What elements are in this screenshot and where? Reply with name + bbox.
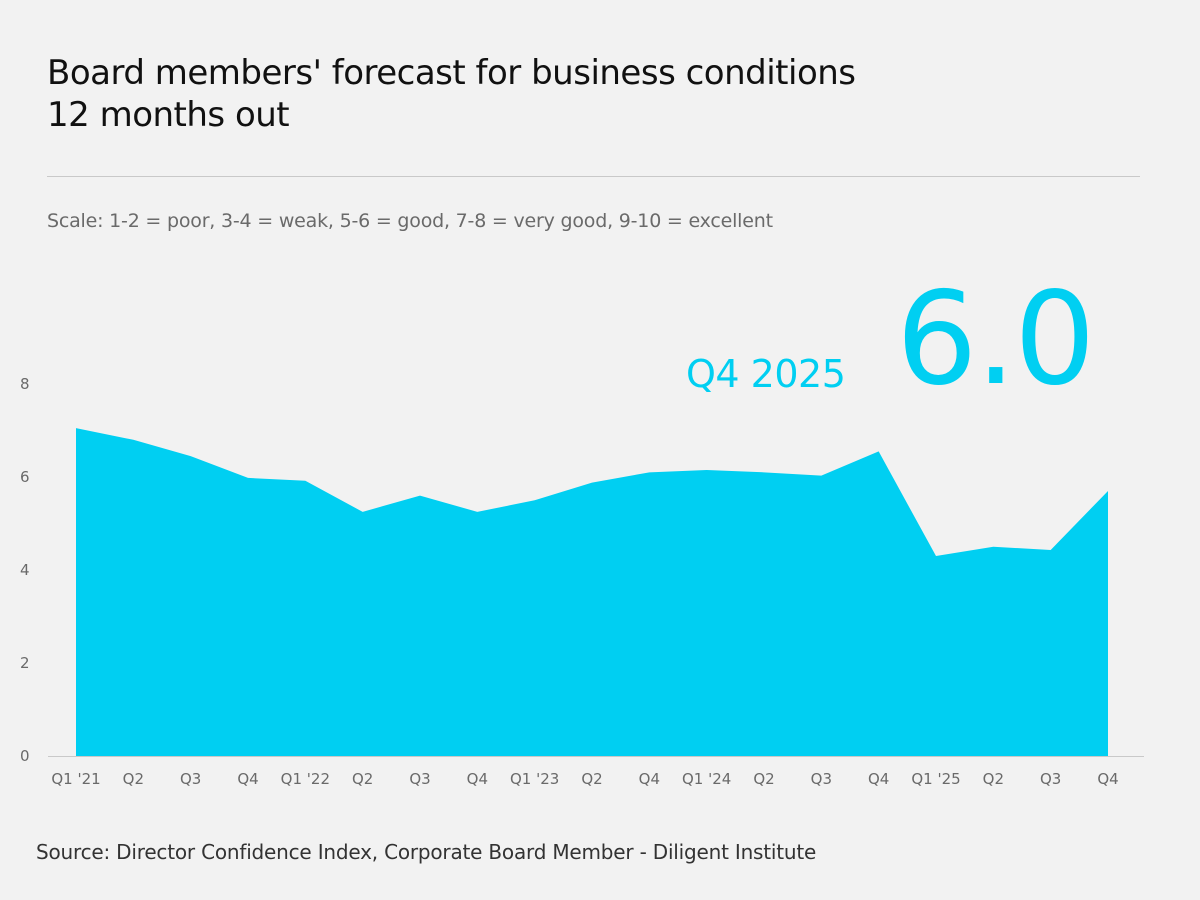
x-tick-label: Q2 (123, 770, 144, 788)
chart-title: Board members' forecast for business con… (47, 52, 1047, 136)
x-tick-label: Q4 (1097, 770, 1118, 788)
series-area (76, 428, 1108, 756)
x-tick-label: Q3 (811, 770, 832, 788)
x-tick-label: Q4 (237, 770, 258, 788)
plot-area (76, 428, 1108, 756)
x-tick-label: Q2 (753, 770, 774, 788)
x-tick-label: Q3 (180, 770, 201, 788)
x-tick-label: Q2 (983, 770, 1004, 788)
callout-value: 6.0 (896, 265, 1096, 414)
y-tick-label: 0 (20, 747, 30, 765)
x-axis: Q1 '21 Q2 Q3 Q4 Q1 '22 Q2 Q3 Q4 Q1 '23 Q2 Q4 Q1 '24… (51, 770, 1118, 788)
scale-note: Scale: 1-2 = poor, 3-4 = weak, 5-6 = goo… (47, 210, 773, 232)
x-tick-label: Q1 '25 (911, 770, 960, 788)
title-divider (47, 176, 1140, 177)
title-line-2: 12 months out (47, 95, 290, 135)
x-tick-label: Q4 (868, 770, 889, 788)
y-axis: 0 2 4 6 8 (20, 375, 30, 765)
x-tick-label: Q4 (467, 770, 488, 788)
callout-label: Q4 2025 (686, 352, 846, 396)
x-tick-label: Q1 '21 (51, 770, 100, 788)
y-tick-label: 8 (20, 375, 30, 393)
y-tick-label: 6 (20, 468, 30, 486)
x-tick-label: Q3 (409, 770, 430, 788)
x-tick-label: Q4 (639, 770, 660, 788)
y-tick-label: 4 (20, 561, 30, 579)
y-tick-label: 2 (20, 654, 30, 672)
x-tick-label: Q2 (581, 770, 602, 788)
x-tick-label: Q2 (352, 770, 373, 788)
x-tick-label: Q1 '23 (510, 770, 559, 788)
title-line-1: Board members' forecast for business con… (47, 53, 856, 93)
source-note: Source: Director Confidence Index, Corpo… (36, 840, 817, 864)
x-tick-label: Q1 '22 (281, 770, 330, 788)
x-tick-label: Q3 (1040, 770, 1061, 788)
x-tick-label: Q1 '24 (682, 770, 731, 788)
